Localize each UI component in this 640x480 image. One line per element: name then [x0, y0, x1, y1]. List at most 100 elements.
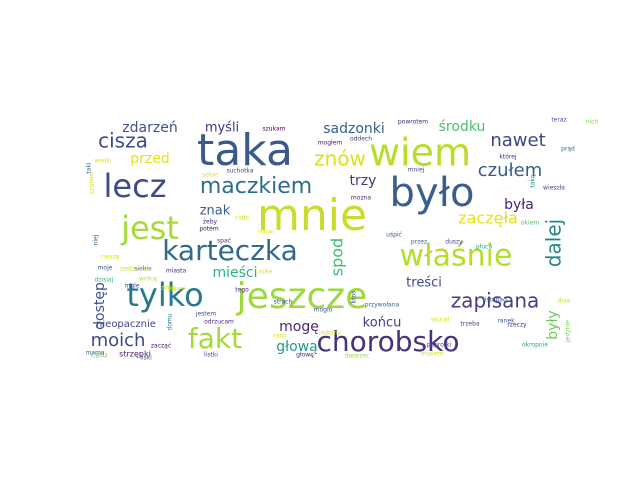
- word-100: mówi: [258, 229, 274, 236]
- word-101: rano: [273, 333, 287, 340]
- word-102: skurał: [431, 317, 449, 324]
- word-85: domu: [167, 313, 174, 330]
- word-59: uśpić: [386, 232, 402, 239]
- word-41: powrotem: [398, 119, 428, 126]
- word-13: maczkiem: [200, 174, 312, 199]
- word-49: sobie: [202, 172, 218, 179]
- word-20: dalej: [542, 219, 566, 267]
- word-73: trzeba: [460, 321, 479, 328]
- word-28: spod: [328, 238, 347, 276]
- word-42: oddech: [350, 136, 372, 143]
- word-83: listki: [204, 352, 218, 359]
- word-12: znów: [314, 147, 366, 171]
- word-104: dnia: [558, 298, 571, 305]
- word-96: wrócę: [139, 276, 157, 283]
- word-82: okropnie: [522, 342, 548, 349]
- word-32: mogę: [279, 319, 319, 335]
- word-6: lecz: [104, 167, 167, 205]
- word-77: odrzucam: [204, 319, 234, 326]
- word-39: strzępki: [119, 350, 151, 359]
- word-45: której: [499, 154, 517, 161]
- word-26: myśli: [205, 121, 239, 136]
- word-52: taki: [86, 162, 93, 174]
- word-3: jeszcze: [236, 276, 368, 317]
- word-15: cisza: [98, 129, 148, 153]
- word-90: jesień: [167, 286, 186, 293]
- word-22: trzy: [350, 173, 377, 189]
- word-88: ktoś: [351, 291, 358, 304]
- word-86: mama: [85, 350, 104, 357]
- word-92: zostawiam: [120, 266, 152, 273]
- word-80: mialem: [421, 351, 444, 358]
- word-40: szukam: [263, 126, 286, 133]
- word-67: ciało: [235, 215, 249, 222]
- word-51: wielki: [94, 158, 111, 165]
- word-19: zaczęła: [458, 209, 518, 228]
- word-72: listopad: [483, 297, 507, 304]
- word-36: były: [545, 310, 561, 339]
- word-69: mogło: [314, 307, 333, 314]
- word-27: przed: [130, 151, 170, 167]
- word-95: cieszę: [101, 254, 120, 261]
- word-81: paprotki: [427, 342, 452, 349]
- word-17: czułem: [478, 160, 542, 181]
- word-38: celu: [91, 351, 108, 360]
- word-16: nawet: [490, 130, 545, 151]
- word-43: mogłem: [318, 140, 343, 147]
- word-78: lodomy: [319, 330, 342, 337]
- word-53: czułem: [89, 172, 96, 194]
- word-30: mieści: [212, 265, 257, 281]
- word-68: tego: [235, 287, 249, 294]
- word-63: wieszła: [543, 185, 565, 192]
- word-84: zacząć: [151, 343, 171, 350]
- word-23: sadzonki: [323, 121, 385, 137]
- word-31: dostęp: [92, 282, 108, 330]
- word-0: mnie: [257, 190, 367, 241]
- word-1: taka: [197, 125, 293, 176]
- word-98: dzisiaj: [95, 277, 114, 284]
- word-33: głową: [276, 339, 317, 355]
- word-89: takę: [530, 174, 537, 188]
- word-2: było: [390, 170, 475, 216]
- word-9: właśnie: [400, 239, 513, 274]
- word-4: wiem: [369, 131, 471, 175]
- word-64: niej: [93, 234, 100, 245]
- word-103: ranek: [497, 318, 515, 325]
- word-60: przez: [411, 239, 427, 246]
- word-46: teraz: [551, 117, 566, 124]
- word-35: treści: [406, 276, 442, 291]
- word-44: mniej: [408, 167, 425, 174]
- word-50: suchotka: [226, 168, 253, 175]
- word-87: głowę: [296, 352, 314, 359]
- word-70: strach: [274, 299, 293, 306]
- word-5: jest: [120, 209, 179, 247]
- word-66: miasta: [166, 268, 187, 275]
- word-18: moich: [91, 330, 146, 351]
- word-47: nich: [586, 119, 599, 126]
- word-8: karteczka: [162, 234, 298, 267]
- word-74: rzeczy: [507, 322, 527, 329]
- word-21: była: [504, 197, 534, 213]
- word-10: fakt: [188, 322, 242, 355]
- word-79: dworzec: [345, 353, 370, 360]
- word-34: końcu: [363, 316, 402, 331]
- word-48: prąd: [561, 146, 575, 153]
- word-7: tylko: [126, 276, 203, 314]
- word-93: liski: [140, 355, 152, 362]
- word-91: okiem: [521, 220, 540, 227]
- word-24: środku: [439, 119, 486, 135]
- word-14: zapisana: [451, 289, 540, 313]
- word-29: znak: [200, 204, 231, 219]
- word-94: zołte: [258, 269, 273, 276]
- word-62: płuca: [476, 244, 493, 251]
- word-75: jedynie: [565, 320, 572, 343]
- word-99: mgle: [124, 283, 139, 290]
- word-56: siebie: [134, 266, 152, 273]
- word-71: przywołana: [365, 302, 400, 309]
- word-25: zdarzeń: [122, 120, 177, 136]
- word-97: zimą: [161, 285, 176, 292]
- word-65: moje: [98, 265, 113, 272]
- word-37: nieopacznie: [96, 319, 156, 330]
- word-57: potem: [199, 226, 219, 233]
